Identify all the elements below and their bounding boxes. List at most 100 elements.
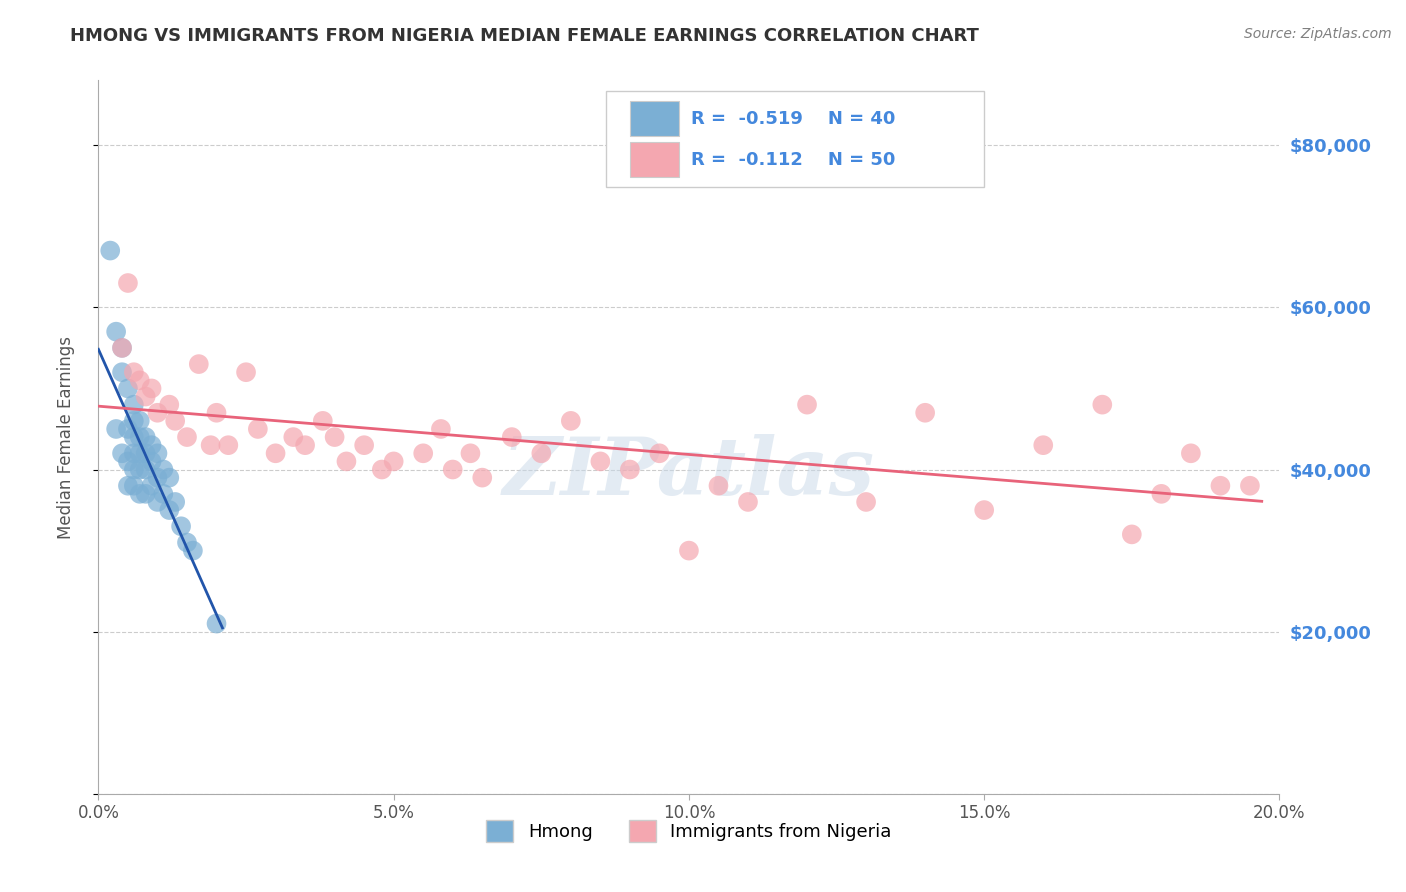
Point — [152, 462, 174, 476]
Point — [796, 398, 818, 412]
Point — [152, 487, 174, 501]
Point — [176, 535, 198, 549]
Point — [855, 495, 877, 509]
Point — [98, 244, 121, 258]
Point — [141, 438, 163, 452]
Point — [619, 462, 641, 476]
Point — [128, 487, 150, 501]
Point — [122, 365, 145, 379]
Point — [235, 365, 257, 379]
Point — [205, 406, 228, 420]
Point — [678, 543, 700, 558]
Point — [737, 495, 759, 509]
Point — [122, 430, 145, 444]
Point — [412, 446, 434, 460]
Point — [560, 414, 582, 428]
Point — [157, 470, 180, 484]
Point — [135, 430, 157, 444]
FancyBboxPatch shape — [606, 91, 984, 187]
Point — [430, 422, 453, 436]
Point — [117, 422, 139, 436]
Point — [589, 454, 612, 468]
Point — [122, 479, 145, 493]
Point — [335, 454, 357, 468]
Point — [135, 462, 157, 476]
Point — [530, 446, 553, 460]
Point — [1209, 479, 1232, 493]
Point — [117, 479, 139, 493]
Point — [141, 381, 163, 395]
Point — [187, 357, 209, 371]
Point — [176, 430, 198, 444]
Point — [141, 479, 163, 493]
Point — [122, 446, 145, 460]
Point — [1091, 398, 1114, 412]
Point — [170, 519, 193, 533]
Point — [200, 438, 222, 452]
Point — [460, 446, 482, 460]
Point — [1121, 527, 1143, 541]
Point — [294, 438, 316, 452]
Point — [146, 446, 169, 460]
Point — [146, 470, 169, 484]
Point — [111, 446, 134, 460]
Point — [181, 543, 204, 558]
Point — [471, 470, 494, 484]
Point — [157, 503, 180, 517]
Text: R =  -0.519    N = 40: R = -0.519 N = 40 — [692, 110, 896, 128]
Point — [117, 381, 139, 395]
Point — [165, 414, 187, 428]
Point — [128, 430, 150, 444]
Point — [973, 503, 995, 517]
Point — [128, 446, 150, 460]
Legend: Hmong, Immigrants from Nigeria: Hmong, Immigrants from Nigeria — [479, 813, 898, 849]
Point — [111, 341, 134, 355]
Point — [146, 495, 169, 509]
Text: ZIPatlas: ZIPatlas — [503, 434, 875, 511]
Point — [122, 398, 145, 412]
Point — [323, 430, 346, 444]
Point — [141, 454, 163, 468]
Point — [117, 276, 139, 290]
Point — [135, 487, 157, 501]
Text: R =  -0.112    N = 50: R = -0.112 N = 50 — [692, 151, 896, 169]
Point — [1239, 479, 1261, 493]
Point — [105, 325, 128, 339]
Point — [205, 616, 228, 631]
Point — [217, 438, 239, 452]
Point — [312, 414, 335, 428]
Point — [122, 414, 145, 428]
Point — [105, 422, 128, 436]
Point — [246, 422, 269, 436]
Text: Source: ZipAtlas.com: Source: ZipAtlas.com — [1244, 27, 1392, 41]
Point — [648, 446, 671, 460]
Point — [146, 406, 169, 420]
FancyBboxPatch shape — [630, 142, 679, 178]
FancyBboxPatch shape — [630, 101, 679, 136]
Point — [1032, 438, 1054, 452]
Point — [283, 430, 305, 444]
Point — [707, 479, 730, 493]
Point — [135, 446, 157, 460]
Point — [135, 390, 157, 404]
Point — [117, 454, 139, 468]
Y-axis label: Median Female Earnings: Median Female Earnings — [56, 335, 75, 539]
Point — [441, 462, 464, 476]
Point — [157, 398, 180, 412]
Point — [914, 406, 936, 420]
Point — [128, 462, 150, 476]
Text: HMONG VS IMMIGRANTS FROM NIGERIA MEDIAN FEMALE EARNINGS CORRELATION CHART: HMONG VS IMMIGRANTS FROM NIGERIA MEDIAN … — [70, 27, 979, 45]
Point — [501, 430, 523, 444]
Point — [128, 414, 150, 428]
Point — [128, 373, 150, 387]
Point — [111, 365, 134, 379]
Point — [111, 341, 134, 355]
Point — [353, 438, 375, 452]
Point — [165, 495, 187, 509]
Point — [1150, 487, 1173, 501]
Point — [122, 462, 145, 476]
Point — [1180, 446, 1202, 460]
Point — [371, 462, 394, 476]
Point — [382, 454, 405, 468]
Point — [264, 446, 287, 460]
